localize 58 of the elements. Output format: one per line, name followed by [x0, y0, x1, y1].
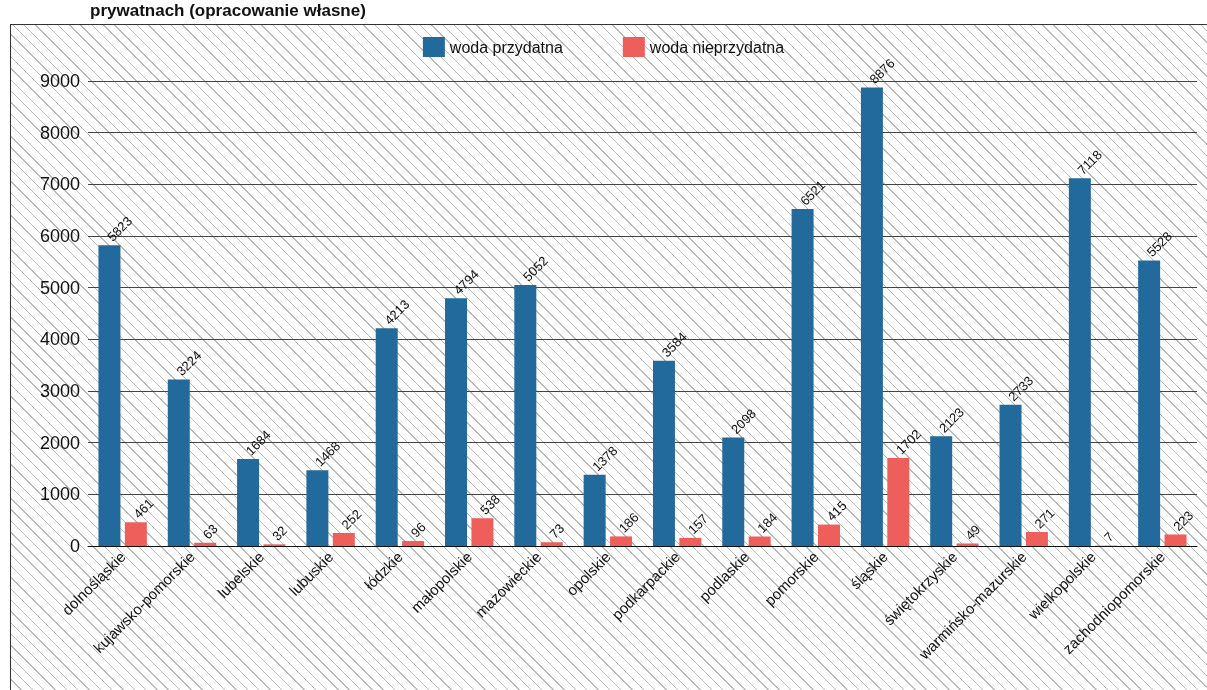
data-label: 223 — [1170, 507, 1197, 534]
data-label: 271 — [1031, 505, 1058, 532]
y-tick-label: 5000 — [39, 277, 80, 298]
bar — [514, 284, 537, 546]
bar — [402, 541, 425, 546]
bar — [652, 360, 675, 546]
y-tick-label: 2000 — [39, 432, 80, 453]
y-tick-label: 3000 — [39, 381, 80, 401]
data-label: 49 — [962, 521, 984, 543]
bar — [124, 522, 147, 546]
bar — [860, 87, 883, 546]
bar — [930, 436, 953, 546]
data-label: 252 — [338, 506, 365, 533]
bar — [817, 524, 840, 546]
bar — [306, 470, 329, 546]
data-label: 63 — [199, 521, 221, 543]
bar — [748, 536, 771, 546]
data-label: 96 — [407, 519, 429, 541]
bar — [98, 245, 121, 546]
data-label: 32 — [269, 522, 290, 544]
data-label: 157 — [685, 511, 711, 538]
y-tick-label: 9000 — [39, 71, 80, 91]
chart-title: prywatnach (opracowanie własne) — [90, 0, 366, 22]
data-label: 461 — [130, 495, 157, 522]
bar — [445, 298, 468, 546]
data-label: 73 — [546, 520, 568, 542]
bar — [583, 474, 606, 546]
y-tick-label: 0 — [69, 536, 80, 556]
y-tick-label: 4000 — [39, 329, 80, 350]
bar — [722, 437, 745, 546]
bar — [540, 542, 563, 546]
bar — [237, 458, 260, 546]
bar — [1164, 534, 1187, 546]
y-tick-label: 6000 — [39, 226, 80, 246]
y-tick-label: 1000 — [39, 484, 80, 505]
bar — [194, 542, 217, 546]
bar — [679, 537, 702, 546]
bar — [956, 543, 979, 546]
y-tick-label: 7000 — [39, 174, 80, 195]
bar — [999, 404, 1022, 546]
data-label: 7 — [1100, 529, 1117, 545]
bar — [1025, 532, 1048, 546]
legend-label: woda przydatna — [448, 38, 563, 56]
bar — [1068, 178, 1091, 546]
bar — [375, 328, 398, 546]
bar — [610, 536, 633, 546]
bar — [887, 458, 910, 546]
bar — [332, 532, 355, 546]
data-label: 186 — [615, 509, 642, 536]
bar — [791, 209, 814, 546]
data-label: 415 — [823, 497, 850, 524]
legend-label: woda nieprzydatna — [648, 38, 785, 56]
bar — [167, 379, 190, 546]
bar — [1138, 260, 1161, 546]
bar — [471, 518, 494, 546]
y-tick-label: 8000 — [39, 122, 80, 143]
data-label: 538 — [477, 491, 504, 518]
data-label: 184 — [754, 509, 781, 536]
